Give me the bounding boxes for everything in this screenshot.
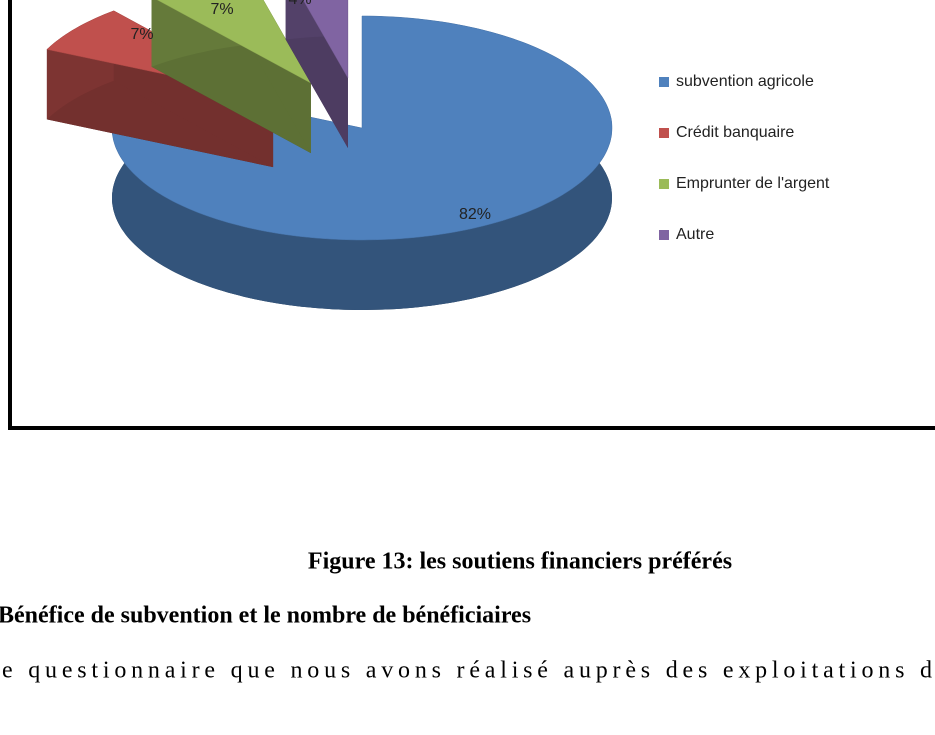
legend-label: Autre — [676, 226, 714, 243]
slice — [111, 15, 613, 241]
legend-swatch — [659, 230, 669, 240]
slice — [156, 0, 312, 84]
pie-chart — [46, 0, 613, 310]
legend-swatch — [659, 179, 669, 189]
paragraph: e questionnaire que nous avons réalisé a… — [2, 658, 932, 684]
legend-swatch — [659, 128, 669, 138]
legend-label: subvention agricole — [676, 73, 814, 90]
data-label: 4% — [288, 0, 311, 8]
legend-swatch — [659, 77, 669, 87]
legend-label: Crédit banquaire — [676, 124, 794, 141]
figure-caption: Figure 13: les soutiens financiers préfé… — [308, 549, 732, 575]
data-label: 7% — [210, 1, 233, 18]
data-label: 7% — [130, 26, 153, 43]
slice — [302, 0, 349, 79]
section-heading: Bénéfice de subvention et le nombre de b… — [0, 603, 531, 629]
legend-label: Emprunter de l'argent — [676, 175, 830, 192]
data-label: 82% — [459, 206, 491, 223]
